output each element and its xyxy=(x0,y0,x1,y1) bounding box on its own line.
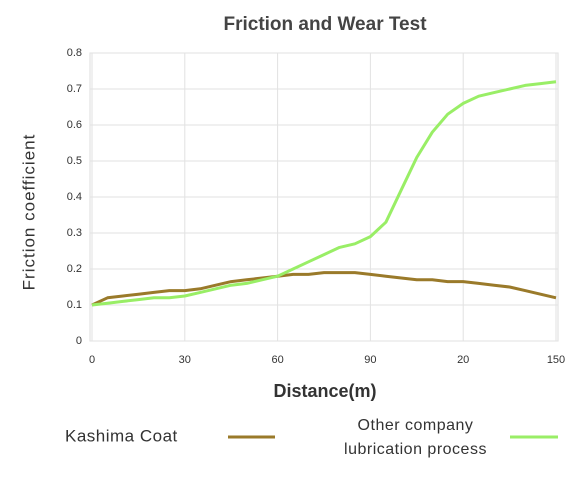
y-tick-label: 0 xyxy=(76,335,82,347)
y-tick-label: 0.1 xyxy=(67,299,82,311)
series-line xyxy=(91,80,557,307)
y-tick-label: 0.6 xyxy=(67,119,82,131)
y-tick-label: 0.5 xyxy=(67,155,82,167)
x-tick-label: 30 xyxy=(179,354,191,366)
x-tick-label: 20 xyxy=(457,354,469,366)
y-tick-label: 0.2 xyxy=(67,263,82,275)
x-axis-label: Distance(m) xyxy=(273,381,376,401)
chart-title: Friction and Wear Test xyxy=(223,14,427,35)
y-axis-label: Friction coefficient xyxy=(19,134,38,291)
x-tick-label: 0 xyxy=(89,354,95,366)
y-tick-label: 0.3 xyxy=(67,227,82,239)
x-tick-label: 150 xyxy=(547,354,565,366)
x-tick-label: 90 xyxy=(364,354,376,366)
legend-label: Kashima Coat xyxy=(65,426,178,445)
x-tick-label: 60 xyxy=(271,354,283,366)
y-tick-label: 0.4 xyxy=(67,191,82,203)
y-tick-label: 0.8 xyxy=(67,47,82,59)
legend-label: Other company lubrication process xyxy=(344,417,487,458)
series-line xyxy=(91,271,557,307)
y-tick-label: 0.7 xyxy=(67,83,82,95)
